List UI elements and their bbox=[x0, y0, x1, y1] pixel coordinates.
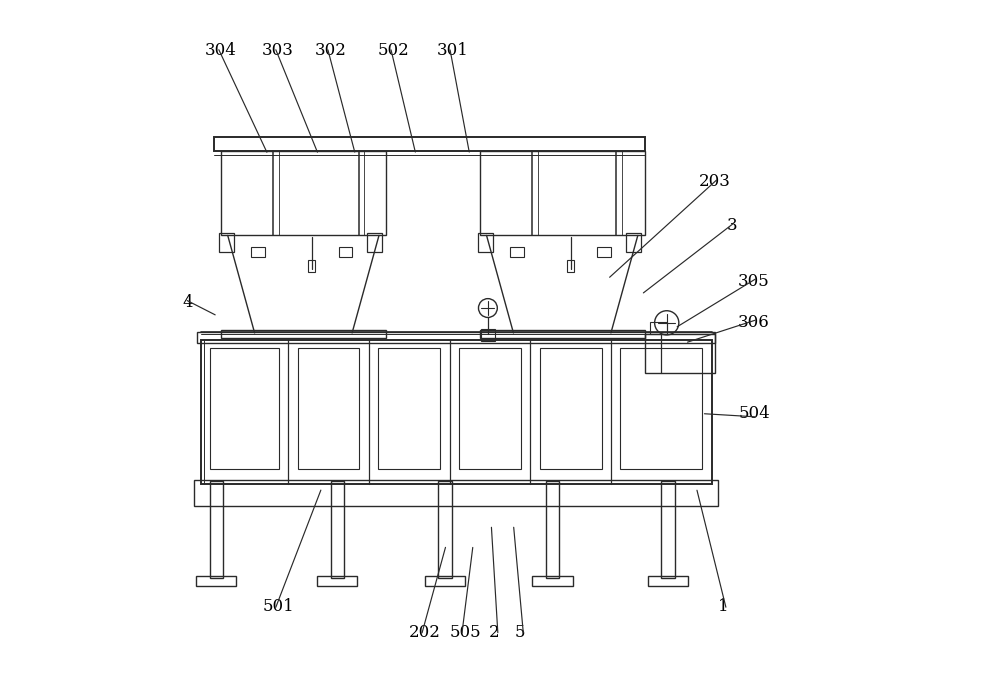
Bar bbox=[510, 247, 524, 257]
Text: 303: 303 bbox=[262, 42, 294, 59]
Text: 501: 501 bbox=[262, 598, 294, 615]
Bar bbox=[438, 481, 452, 578]
Bar bbox=[298, 348, 359, 469]
Bar bbox=[210, 481, 223, 578]
Bar bbox=[478, 233, 493, 252]
Text: 306: 306 bbox=[738, 314, 770, 331]
Bar bbox=[339, 247, 352, 257]
Bar bbox=[378, 348, 440, 469]
Text: 203: 203 bbox=[699, 173, 731, 190]
Bar bbox=[367, 233, 382, 252]
Text: 3: 3 bbox=[727, 217, 737, 234]
Bar bbox=[219, 233, 234, 252]
Bar bbox=[197, 332, 715, 343]
Text: 505: 505 bbox=[449, 624, 481, 641]
Text: 5: 5 bbox=[515, 624, 525, 641]
Bar bbox=[194, 480, 718, 506]
Text: 202: 202 bbox=[409, 624, 441, 641]
Text: 504: 504 bbox=[738, 405, 770, 422]
Bar bbox=[317, 576, 357, 587]
Bar bbox=[221, 152, 386, 235]
Bar bbox=[650, 322, 667, 334]
Text: 2: 2 bbox=[489, 624, 500, 641]
Text: 302: 302 bbox=[315, 42, 347, 59]
Bar bbox=[626, 233, 641, 252]
Text: 305: 305 bbox=[738, 272, 770, 289]
Bar bbox=[620, 348, 702, 469]
Bar bbox=[425, 576, 465, 587]
Bar bbox=[459, 348, 521, 469]
Bar bbox=[480, 152, 645, 235]
Bar bbox=[308, 260, 315, 272]
Text: 301: 301 bbox=[437, 42, 469, 59]
Bar bbox=[481, 329, 495, 341]
Bar bbox=[567, 260, 574, 272]
Text: 304: 304 bbox=[205, 42, 237, 59]
Text: 1: 1 bbox=[718, 598, 729, 615]
Bar bbox=[251, 247, 265, 257]
Bar bbox=[196, 576, 236, 587]
Bar bbox=[201, 340, 712, 484]
Bar bbox=[540, 348, 602, 469]
Text: 502: 502 bbox=[378, 42, 410, 59]
Bar bbox=[648, 576, 688, 587]
Bar bbox=[645, 334, 715, 373]
Text: 4: 4 bbox=[183, 294, 193, 311]
Bar bbox=[597, 247, 611, 257]
Bar bbox=[214, 137, 645, 152]
Bar bbox=[546, 481, 559, 578]
Bar bbox=[661, 481, 675, 578]
Bar bbox=[221, 330, 386, 338]
Bar bbox=[210, 348, 279, 469]
Bar bbox=[532, 576, 573, 587]
Bar bbox=[480, 330, 645, 338]
Bar bbox=[331, 481, 344, 578]
